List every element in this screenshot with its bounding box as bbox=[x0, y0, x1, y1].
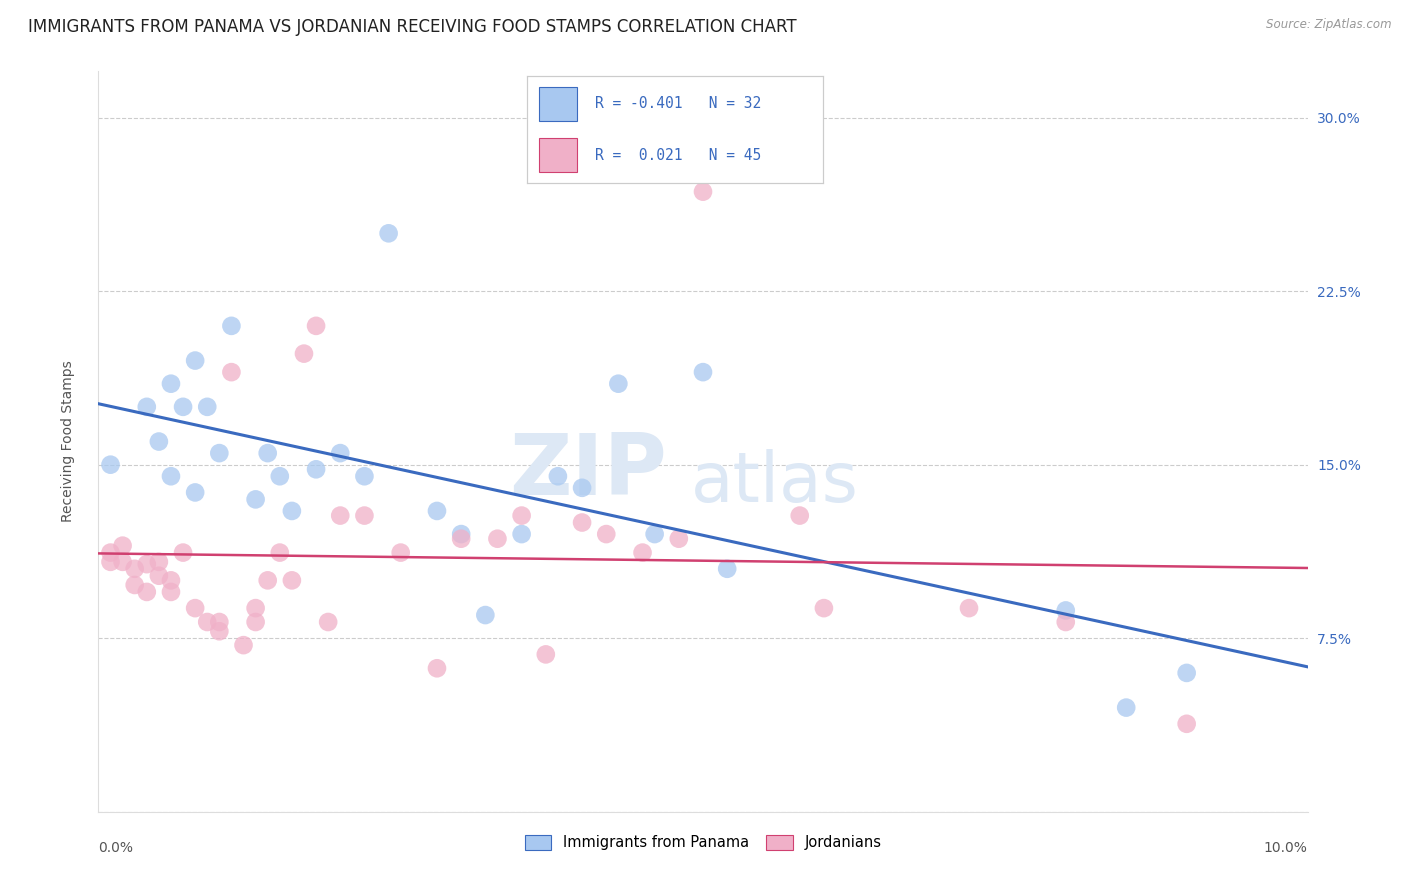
Point bbox=[716, 562, 738, 576]
Point bbox=[245, 601, 267, 615]
Point bbox=[135, 400, 157, 414]
Point bbox=[195, 615, 218, 629]
Point bbox=[281, 504, 304, 518]
Point bbox=[232, 638, 254, 652]
Point bbox=[160, 376, 183, 391]
Point bbox=[208, 624, 231, 639]
Y-axis label: Receiving Food Stamps: Receiving Food Stamps bbox=[60, 360, 75, 523]
FancyBboxPatch shape bbox=[538, 87, 578, 120]
Point bbox=[256, 446, 278, 460]
Point bbox=[148, 568, 170, 582]
Point bbox=[1115, 700, 1137, 714]
Point bbox=[316, 615, 339, 629]
FancyBboxPatch shape bbox=[538, 138, 578, 172]
Point bbox=[1175, 665, 1198, 680]
Point bbox=[111, 539, 134, 553]
Point bbox=[1054, 615, 1077, 629]
Point bbox=[221, 365, 243, 379]
Text: R = -0.401   N = 32: R = -0.401 N = 32 bbox=[595, 96, 762, 112]
Point bbox=[329, 508, 352, 523]
Point bbox=[813, 601, 835, 615]
Legend: Immigrants from Panama, Jordanians: Immigrants from Panama, Jordanians bbox=[519, 829, 887, 856]
Point bbox=[160, 469, 183, 483]
Point bbox=[124, 562, 146, 576]
Point bbox=[631, 545, 654, 560]
Point bbox=[692, 185, 714, 199]
Point bbox=[172, 545, 194, 560]
Point bbox=[184, 601, 207, 615]
Point bbox=[195, 400, 218, 414]
Point bbox=[668, 532, 690, 546]
Point bbox=[547, 469, 569, 483]
Point bbox=[353, 508, 375, 523]
Point bbox=[644, 527, 666, 541]
Point bbox=[160, 585, 183, 599]
Point bbox=[486, 532, 509, 546]
Point bbox=[510, 508, 533, 523]
Text: 10.0%: 10.0% bbox=[1264, 841, 1308, 855]
Text: R =  0.021   N = 45: R = 0.021 N = 45 bbox=[595, 147, 762, 162]
Point bbox=[571, 516, 593, 530]
Point bbox=[595, 527, 617, 541]
Point bbox=[172, 400, 194, 414]
Point bbox=[510, 527, 533, 541]
Point bbox=[208, 446, 231, 460]
Point bbox=[571, 481, 593, 495]
Point bbox=[269, 545, 291, 560]
Point bbox=[111, 555, 134, 569]
Point bbox=[148, 555, 170, 569]
Point bbox=[148, 434, 170, 449]
Point bbox=[100, 545, 122, 560]
Point bbox=[124, 578, 146, 592]
Point bbox=[474, 608, 496, 623]
Point bbox=[305, 462, 328, 476]
Point bbox=[692, 365, 714, 379]
Point bbox=[100, 458, 122, 472]
Point bbox=[100, 555, 122, 569]
Text: atlas: atlas bbox=[690, 449, 859, 516]
Point bbox=[353, 469, 375, 483]
Point bbox=[135, 557, 157, 571]
Point bbox=[957, 601, 980, 615]
Point bbox=[256, 574, 278, 588]
Point bbox=[305, 318, 328, 333]
Point bbox=[377, 227, 399, 241]
Point bbox=[426, 661, 449, 675]
Point bbox=[221, 318, 243, 333]
Point bbox=[208, 615, 231, 629]
Point bbox=[245, 492, 267, 507]
Text: ZIP: ZIP bbox=[509, 430, 666, 513]
Point bbox=[1054, 603, 1077, 617]
Point bbox=[607, 376, 630, 391]
Point bbox=[426, 504, 449, 518]
Text: 0.0%: 0.0% bbox=[98, 841, 134, 855]
Point bbox=[184, 353, 207, 368]
Point bbox=[245, 615, 267, 629]
Text: IMMIGRANTS FROM PANAMA VS JORDANIAN RECEIVING FOOD STAMPS CORRELATION CHART: IMMIGRANTS FROM PANAMA VS JORDANIAN RECE… bbox=[28, 18, 797, 36]
Point bbox=[160, 574, 183, 588]
Point bbox=[269, 469, 291, 483]
Point bbox=[450, 532, 472, 546]
Point bbox=[389, 545, 412, 560]
Point bbox=[292, 346, 315, 360]
Point bbox=[1175, 716, 1198, 731]
Point bbox=[450, 527, 472, 541]
Point bbox=[329, 446, 352, 460]
Point bbox=[184, 485, 207, 500]
Point bbox=[281, 574, 304, 588]
Point bbox=[789, 508, 811, 523]
Point bbox=[135, 585, 157, 599]
Point bbox=[534, 648, 557, 662]
Text: Source: ZipAtlas.com: Source: ZipAtlas.com bbox=[1267, 18, 1392, 31]
